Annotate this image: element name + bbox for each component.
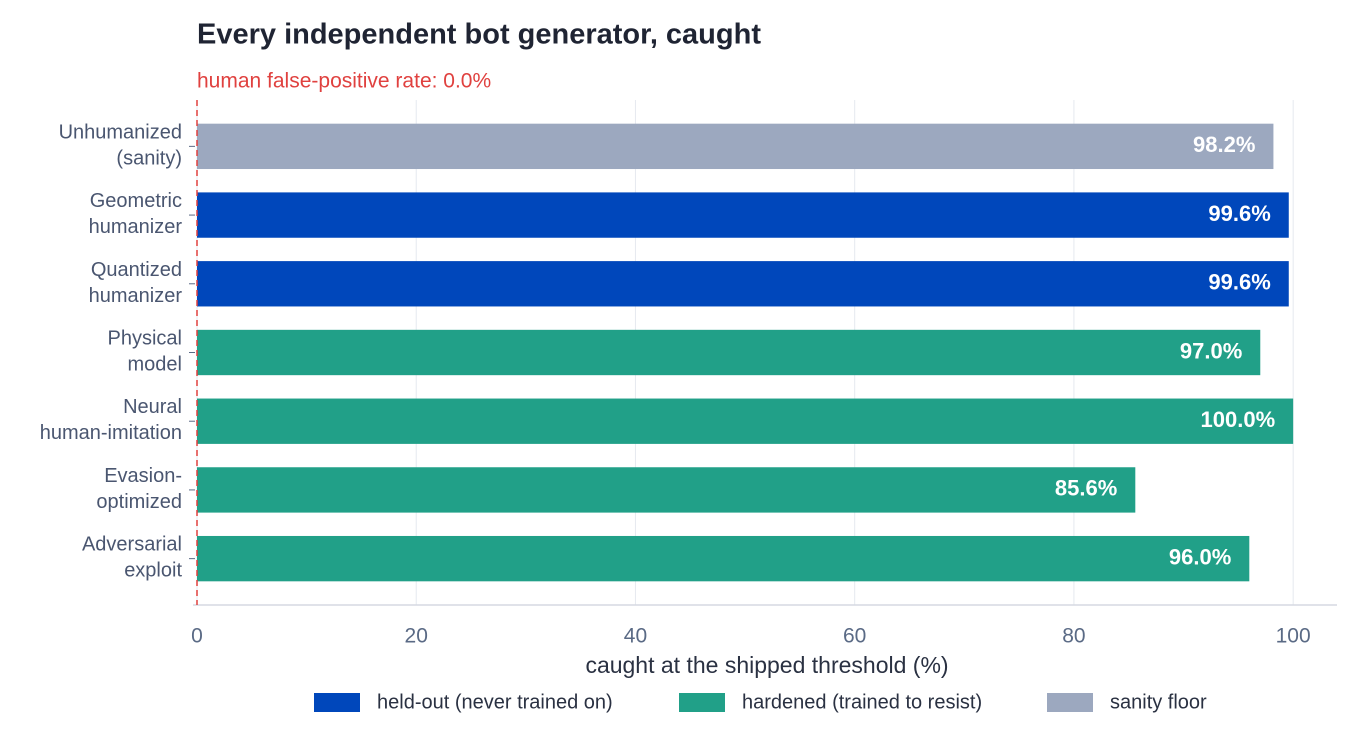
y-tick-label: Adversarial exploit [82,534,182,582]
y-tick-label: Unhumanized (sanity) [59,122,182,170]
value-label: 100.0% [1201,407,1276,432]
value-label: 98.2% [1193,132,1255,157]
bar [197,329,1261,376]
bar [197,398,1294,444]
bar [197,261,1289,307]
chart-title: Every independent bot generator, caught [197,19,761,51]
bar [197,535,1250,582]
y-tick-label: Quantized humanizer [89,259,183,307]
legend-swatch [1047,693,1093,712]
x-tick-label: 60 [843,625,866,648]
legend-label: held-out (never trained on) [377,691,613,713]
legend-label: sanity floor [1110,691,1207,713]
bar [197,192,1289,238]
legend-label: hardened (trained to resist) [742,691,982,713]
y-tick-label: Evasion-optimized [96,465,182,513]
bar [197,123,1274,170]
bar [197,467,1136,513]
x-tick-label: 0 [191,625,203,648]
value-label: 99.6% [1208,201,1270,226]
x-tick-label: 80 [1062,625,1085,648]
legend-swatch [679,693,725,712]
x-axis-label: caught at the shipped threshold (%) [585,652,948,678]
legend-swatch [314,693,360,712]
x-tick-label: 100 [1276,625,1311,648]
y-tick-label: Geometric humanizer [89,190,183,238]
value-label: 99.6% [1208,270,1270,295]
value-label: 85.6% [1055,476,1117,501]
value-label: 96.0% [1169,544,1231,569]
y-tick-label: Physical model [108,328,182,376]
x-tick-label: 40 [624,625,647,648]
reference-label: human false-positive rate: 0.0% [197,70,491,93]
x-tick-label: 20 [405,625,428,648]
y-tick-label: Neural human-imitation [40,396,182,444]
value-label: 97.0% [1180,338,1242,363]
